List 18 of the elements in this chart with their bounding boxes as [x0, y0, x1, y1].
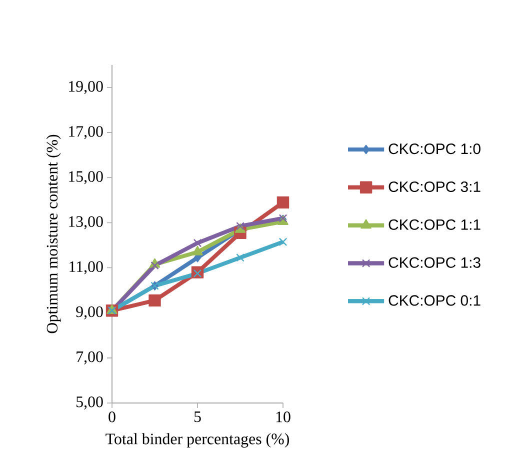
- x-tick-label: 0: [108, 412, 116, 422]
- y-tick-label: 5,00: [76, 396, 103, 410]
- x-tick-label: 10: [276, 412, 290, 422]
- y-tick-label: 9,00: [76, 306, 103, 320]
- y-axis-title: Optimum moisture content (%): [46, 134, 61, 334]
- y-tick-label: 17,00: [69, 126, 103, 140]
- x-tick-label: 5: [194, 412, 201, 422]
- legend-label: CKC:OPC 0:1: [388, 295, 480, 306]
- x-axis-title: Total binder percentages (%): [106, 433, 289, 448]
- y-tick-label: 15,00: [69, 171, 103, 184]
- legend-label: CKC:OPC 1:1: [388, 219, 480, 230]
- legend-label: CKC:OPC 1:0: [388, 144, 480, 154]
- y-tick-label: 19,00: [69, 81, 103, 94]
- legend-label: CKC:OPC 3:1: [388, 181, 480, 192]
- y-tick-label: 7,00: [76, 351, 103, 364]
- y-tick-label: 11,00: [70, 261, 103, 274]
- legend-label: CKC:OPC 1:3: [388, 257, 480, 268]
- y-tick-label: 13,00: [69, 216, 103, 230]
